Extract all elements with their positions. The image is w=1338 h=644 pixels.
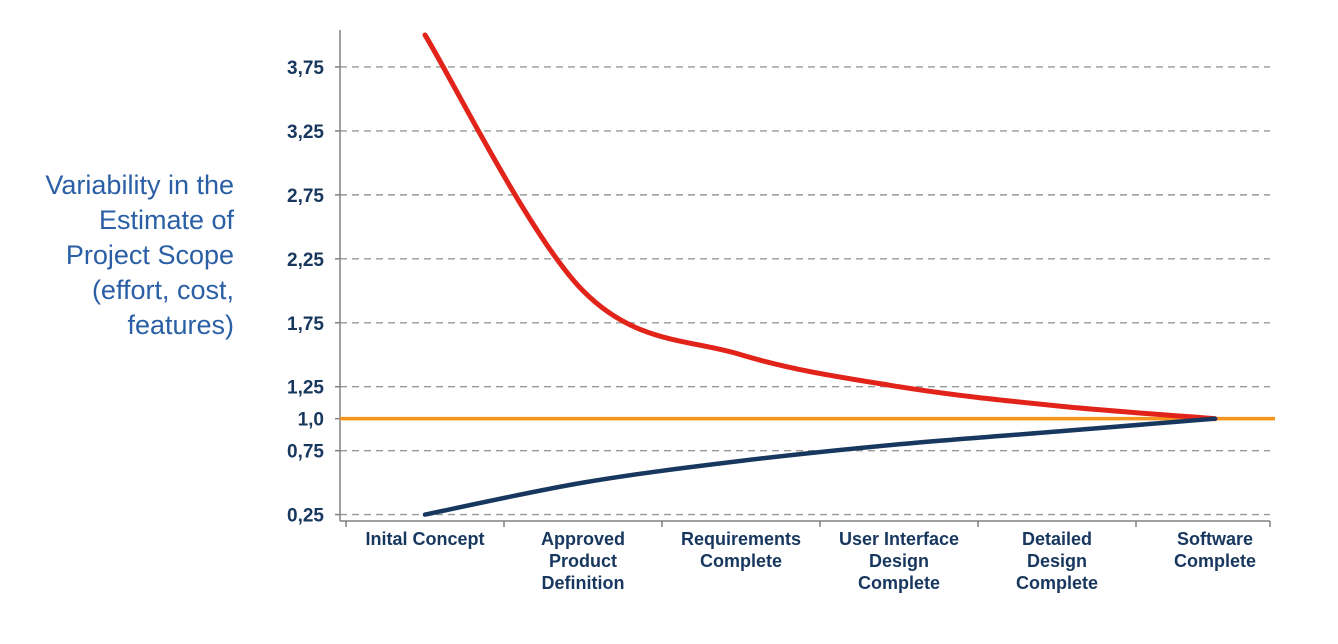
y-tick-label: 1,25 bbox=[287, 378, 324, 399]
y-axis-title-line: Estimate of bbox=[98, 205, 234, 235]
x-category-label: Detailed Design Complete bbox=[1016, 529, 1098, 593]
series-line-upper-bound-estimate bbox=[422, 32, 1218, 422]
x-category-label-line: Complete bbox=[1016, 573, 1098, 593]
y-axis-title-line: (effort, cost, bbox=[91, 275, 234, 305]
y-axis-title-line: features) bbox=[127, 310, 234, 340]
x-category-label-line: Requirements bbox=[681, 529, 801, 549]
y-tick-label: 1,0 bbox=[298, 410, 324, 431]
y-axis-title: Variability in the Estimate of Project S… bbox=[8, 168, 234, 343]
y-tick-label: 0,75 bbox=[287, 442, 324, 463]
y-axis-title-line: Project Scope bbox=[65, 240, 234, 270]
x-category-label: User Interface Design Complete bbox=[839, 529, 959, 593]
x-category-label-line: Product bbox=[549, 551, 617, 571]
x-category-label: Requirements Complete bbox=[681, 529, 801, 571]
x-category-label-line: Inital Concept bbox=[365, 529, 484, 549]
x-category-label-line: Design bbox=[869, 551, 929, 571]
x-category-label-line: Definition bbox=[542, 573, 625, 593]
series-line-lower-bound-estimate bbox=[422, 416, 1218, 517]
x-category-label-line: Complete bbox=[1174, 551, 1256, 571]
y-tick-label: 3,25 bbox=[287, 122, 324, 143]
y-tick-label: 2,75 bbox=[287, 186, 324, 207]
y-tick-label: 1,75 bbox=[287, 314, 324, 335]
x-category-label-line: Detailed bbox=[1022, 529, 1092, 549]
y-tick-label: 0,25 bbox=[287, 506, 324, 527]
x-category-label-line: Complete bbox=[700, 551, 782, 571]
x-category-label: Approved Product Definition bbox=[541, 529, 625, 593]
x-category-label: Inital Concept bbox=[365, 529, 484, 549]
x-category-label-line: Complete bbox=[858, 573, 940, 593]
x-category-label-line: Approved bbox=[541, 529, 625, 549]
x-category-label-line: Software bbox=[1177, 529, 1253, 549]
y-tick-label: 3,75 bbox=[287, 58, 324, 79]
y-tick-label: 2,25 bbox=[287, 250, 324, 271]
x-category-label-line: Design bbox=[1027, 551, 1087, 571]
y-axis-title-line: Variability in the bbox=[45, 170, 234, 200]
x-category-label: Software Complete bbox=[1174, 529, 1256, 571]
x-category-label-line: User Interface bbox=[839, 529, 959, 549]
